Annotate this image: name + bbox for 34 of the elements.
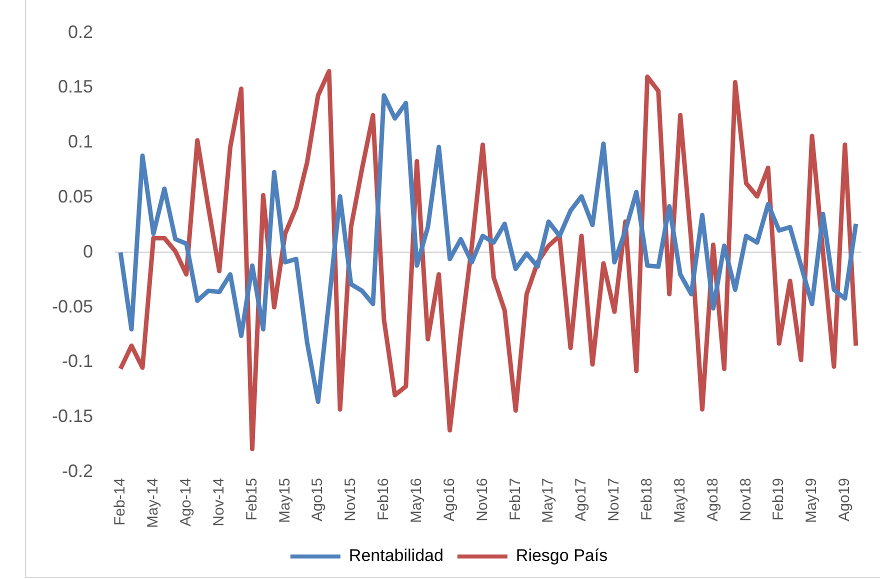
x-tick-label: Nov17 — [606, 478, 623, 522]
x-tick-label: Ago18 — [704, 478, 722, 522]
x-tick-label: May18 — [671, 478, 688, 524]
x-tick-label: Ago-14 — [178, 478, 195, 526]
x-tick-label: Ago15 — [309, 478, 326, 522]
x-tick-label: May-14 — [144, 478, 162, 528]
x-tick-label: May19 — [803, 478, 820, 524]
y-tick-label: -0.2 — [62, 460, 94, 481]
x-tick-label: Feb-14 — [112, 478, 129, 526]
y-tick-label: 0.05 — [58, 186, 94, 206]
x-tick-label: Nov16 — [474, 478, 491, 522]
x-tick-label: Ago17 — [572, 478, 590, 522]
legend-label: Rentabilidad — [348, 546, 444, 566]
x-tick-label: May15 — [276, 478, 294, 524]
y-tick-label: -0.05 — [52, 296, 94, 316]
x-tick-label: Feb15 — [243, 478, 260, 521]
x-tick-label: Ago16 — [440, 478, 458, 522]
x-tick-label: Feb19 — [770, 478, 788, 521]
y-tick-label: 0.1 — [68, 132, 94, 152]
x-tick-label: Nov15 — [342, 478, 360, 522]
y-tick-label: 0.2 — [68, 22, 94, 42]
y-tick-label: 0 — [83, 241, 94, 262]
x-tick-label: May17 — [540, 478, 557, 524]
x-tick-label: May16 — [408, 478, 426, 524]
x-tick-label: Ago19 — [836, 478, 854, 522]
y-tick-label: -0.1 — [62, 351, 94, 372]
x-tick-label: Feb16 — [375, 478, 392, 521]
legend-label: Riesgo País — [516, 546, 608, 566]
x-tick-label: Nov-14 — [210, 478, 228, 526]
x-tick-label: Feb18 — [638, 478, 656, 521]
x-tick-label: Feb17 — [506, 478, 524, 521]
y-tick-label: 0.15 — [58, 76, 94, 97]
y-tick-label: -0.15 — [52, 406, 94, 426]
x-tick-label: Nov18 — [737, 478, 754, 522]
